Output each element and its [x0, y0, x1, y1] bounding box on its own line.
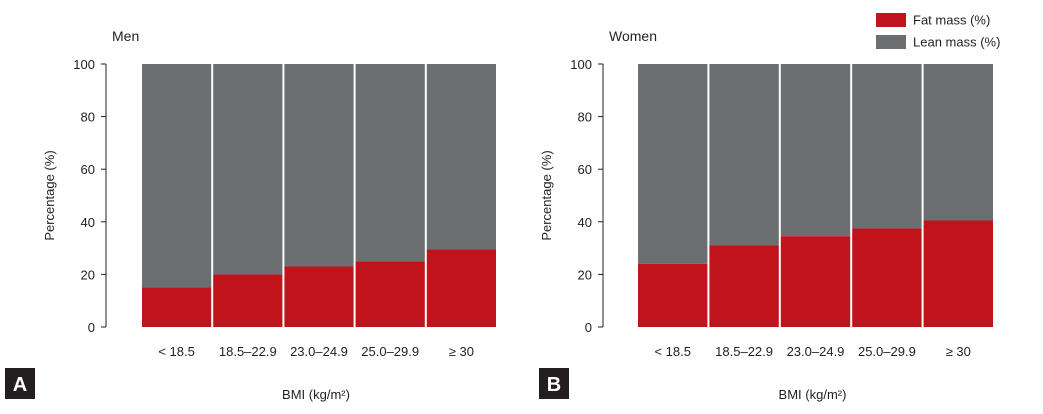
bar-fat-mass: [426, 249, 496, 327]
bar-fat-mass: [355, 261, 425, 327]
panel-badge-bg: [539, 368, 569, 399]
legend: Fat mass (%) Lean mass (%): [876, 13, 1000, 50]
bar-fat-mass: [709, 245, 779, 327]
legend-label-lean: Lean mass (%): [913, 35, 1000, 50]
x-axis-label: BMI (kg/m²): [779, 387, 847, 402]
bar-fat-mass: [638, 263, 708, 327]
chart-panel-women: Women 0 20 40 60 80 100 Percentage (%) < 18.5 18.…: [539, 28, 993, 402]
legend-swatch-fat: [876, 13, 906, 27]
y-tick-label: 60: [81, 162, 95, 177]
y-tick-label: 60: [578, 162, 592, 177]
chart-panel-men: Men 0 20 40 60 80 100 Percentage (%) < 18.5 18.5–…: [5, 28, 496, 402]
y-axis-label: Percentage (%): [42, 150, 57, 240]
y-tick-label: 80: [81, 110, 95, 125]
bar-fat-mass: [213, 274, 283, 327]
y-tick-label: 20: [578, 267, 592, 282]
x-tick-label: ≥ 30: [449, 344, 474, 359]
y-tick-label: 80: [578, 110, 592, 125]
y-tick-label: 100: [570, 57, 592, 72]
bar-lean-mass: [142, 64, 212, 288]
y-tick-label: 0: [585, 320, 592, 335]
panel-badge-letter: B: [547, 374, 561, 396]
panel-badge-bg: [5, 368, 35, 399]
bar-fat-mass: [284, 266, 354, 327]
bar-lean-mass: [852, 64, 922, 229]
legend-swatch-lean: [876, 35, 906, 49]
bar-fat-mass: [923, 220, 993, 327]
bar-lean-mass: [284, 64, 354, 267]
x-tick-label: 18.5–22.9: [219, 344, 277, 359]
y-tick-label: 40: [578, 215, 592, 230]
panel-badge-letter: A: [13, 374, 27, 396]
legend-label-fat: Fat mass (%): [913, 13, 990, 28]
x-tick-label: < 18.5: [158, 344, 195, 359]
y-tick-label: 40: [81, 215, 95, 230]
x-tick-label: 25.0–29.9: [858, 344, 916, 359]
y-tick-label: 100: [73, 57, 95, 72]
bar-lean-mass: [780, 64, 851, 237]
bar-fat-mass: [780, 236, 851, 327]
x-tick-label: 23.0–24.9: [290, 344, 348, 359]
x-tick-label: 25.0–29.9: [361, 344, 419, 359]
x-axis-label: BMI (kg/m²): [282, 387, 350, 402]
panel-title: Men: [112, 28, 139, 44]
y-tick-label: 0: [88, 320, 95, 335]
y-axis-label: Percentage (%): [539, 150, 554, 240]
panel-title: Women: [609, 28, 657, 44]
bar-lean-mass: [709, 64, 779, 246]
bar-lean-mass: [426, 64, 496, 250]
bar-lean-mass: [213, 64, 283, 275]
bar-lean-mass: [923, 64, 993, 221]
x-tick-label: < 18.5: [654, 344, 691, 359]
bar-lean-mass: [638, 64, 708, 264]
x-tick-label: ≥ 30: [946, 344, 971, 359]
bar-fat-mass: [852, 228, 922, 327]
x-tick-label: 18.5–22.9: [715, 344, 773, 359]
y-tick-label: 20: [81, 267, 95, 282]
x-tick-label: 23.0–24.9: [787, 344, 845, 359]
bar-fat-mass: [142, 287, 212, 327]
bar-lean-mass: [355, 64, 425, 262]
